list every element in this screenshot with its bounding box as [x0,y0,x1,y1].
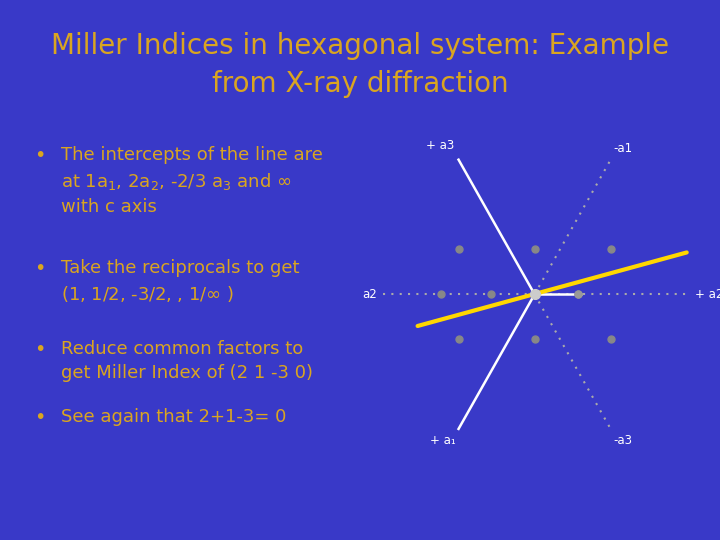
Text: •: • [34,408,45,427]
Text: Reduce common factors to
get Miller Index of (2 1 -3 0): Reduce common factors to get Miller Inde… [61,340,313,382]
Text: •: • [34,340,45,359]
Text: -a1: -a1 [613,141,633,154]
Text: The intercepts of the line are
at 1a$_1$, 2a$_2$, -2/3 a$_3$ and $\infty$
with c: The intercepts of the line are at 1a$_1$… [61,146,323,217]
Text: -a3: -a3 [613,434,633,447]
Text: •: • [34,146,45,165]
Text: •: • [34,259,45,278]
Text: + a₁: + a₁ [430,434,456,447]
Text: a2: a2 [362,288,377,301]
Text: See again that 2+1-3= 0: See again that 2+1-3= 0 [61,408,287,426]
Text: Miller Indices in hexagonal system: Example: Miller Indices in hexagonal system: Exam… [51,32,669,60]
Text: + a3: + a3 [426,139,454,152]
Text: + a2: + a2 [696,288,720,301]
Text: from X-ray diffraction: from X-ray diffraction [212,70,508,98]
Text: Take the reciprocals to get
(1, 1/2, -3/2, , 1/$\infty$ ): Take the reciprocals to get (1, 1/2, -3/… [61,259,300,305]
